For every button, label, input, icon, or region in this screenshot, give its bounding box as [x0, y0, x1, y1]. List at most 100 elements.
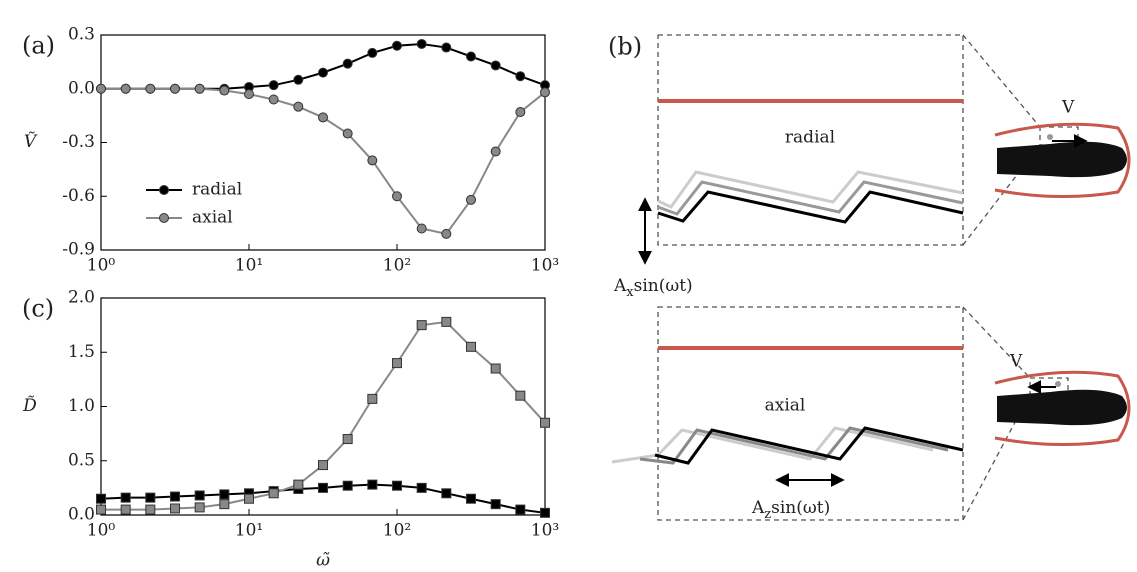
marker — [293, 479, 304, 490]
x-tick-label: 10¹ — [235, 256, 263, 276]
y-tick-label: -0.9 — [62, 240, 95, 260]
marker — [317, 482, 328, 493]
x-tick-label: 10⁰ — [87, 521, 116, 541]
diagram: (b) radial Axsin(ωt) V axial Azsin(ωt) V — [608, 33, 1131, 522]
marker — [515, 107, 526, 118]
series-line — [101, 320, 546, 511]
marker — [342, 434, 353, 445]
marker — [515, 504, 526, 515]
marker — [441, 228, 452, 239]
marker — [317, 67, 328, 78]
particle — [1055, 381, 1061, 387]
wave — [611, 426, 934, 464]
marker — [268, 80, 279, 91]
marker — [540, 417, 550, 428]
zoom-line — [962, 306, 1031, 379]
body — [997, 141, 1127, 178]
marker — [169, 503, 180, 514]
panel-label: (b) — [608, 33, 642, 61]
y-tick-label: 0.0 — [68, 505, 95, 525]
marker — [465, 51, 476, 62]
marker — [342, 58, 353, 69]
x-tick-label: 10³ — [531, 521, 559, 541]
body — [997, 389, 1127, 426]
marker — [194, 83, 205, 94]
y-axis-label: D̃ — [22, 396, 37, 416]
panel-label: (c) — [22, 295, 54, 323]
x-tick-label: 10¹ — [235, 521, 263, 541]
marker — [367, 479, 378, 490]
amplitude-label: Azsin(ωt) — [751, 498, 830, 522]
marker — [268, 94, 279, 105]
marker — [441, 316, 452, 327]
mode-label: axial — [765, 396, 806, 416]
y-tick-label: -0.3 — [62, 132, 95, 152]
marker — [392, 191, 402, 202]
marker — [96, 493, 106, 504]
vessel — [994, 370, 1131, 447]
marker — [367, 155, 378, 166]
marker — [268, 488, 279, 499]
marker — [367, 393, 378, 404]
marker — [540, 87, 550, 98]
marker — [194, 490, 205, 501]
series-line — [101, 42, 546, 90]
marker — [244, 89, 254, 100]
marker — [441, 488, 452, 499]
wave — [657, 170, 964, 209]
marker — [515, 71, 526, 82]
mode-label: radial — [785, 128, 835, 148]
wave — [639, 426, 949, 465]
marker — [194, 502, 205, 513]
panel-label: (a) — [22, 32, 55, 60]
vessel — [994, 122, 1131, 199]
marker — [416, 482, 427, 493]
velocity-label: V — [1061, 98, 1075, 118]
marker — [392, 480, 402, 491]
x-tick-label: 10⁰ — [87, 256, 116, 276]
marker — [490, 146, 501, 157]
x-tick-label: 10² — [383, 256, 411, 276]
x-tick-label: 10³ — [531, 256, 559, 276]
zoom-box — [657, 34, 964, 246]
marker — [441, 42, 452, 53]
zoom-box — [657, 306, 964, 521]
y-tick-label: 2.0 — [68, 288, 95, 308]
marker — [490, 363, 501, 374]
zoom-line — [962, 34, 1041, 128]
series-line — [101, 87, 546, 235]
legend-label: radial — [192, 180, 242, 200]
marker — [416, 223, 427, 234]
marker — [219, 489, 230, 500]
amp-rest: sin(ωt) — [771, 498, 830, 518]
velocity-label: V — [1009, 352, 1023, 372]
marker — [244, 493, 254, 504]
marker — [120, 504, 131, 515]
wave — [657, 190, 964, 224]
wave — [654, 426, 964, 465]
marker — [317, 112, 328, 123]
marker — [392, 358, 402, 369]
marker — [96, 83, 106, 94]
amp-sub: z — [764, 507, 771, 522]
y-tick-label: 0.0 — [68, 78, 95, 98]
marker — [416, 38, 427, 49]
marker — [145, 83, 156, 94]
particle — [1047, 134, 1053, 140]
marker — [169, 491, 180, 502]
marker — [219, 85, 230, 96]
marker — [293, 74, 304, 85]
marker — [317, 460, 328, 471]
y-axis-label: Ṽ — [24, 131, 38, 152]
y-tick-label: 0.3 — [68, 25, 95, 45]
amplitude-label: Axsin(ωt) — [613, 276, 693, 300]
wave — [657, 180, 964, 216]
plot-frame — [100, 297, 546, 516]
amp-rest: sin(ωt) — [634, 276, 693, 296]
x-axis-label: ω̃ — [316, 551, 330, 571]
marker — [416, 320, 427, 331]
marker — [145, 492, 156, 503]
marker — [540, 507, 550, 518]
y-tick-label: 1.0 — [68, 396, 95, 416]
